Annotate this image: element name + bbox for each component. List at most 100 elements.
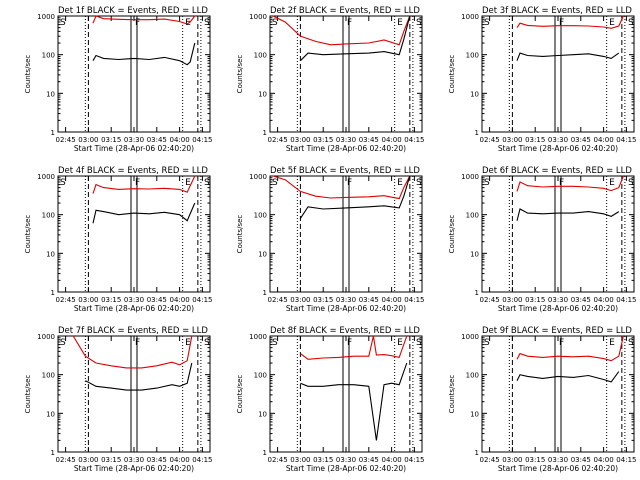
y-tick-label: 1000 (461, 13, 479, 21)
x-tick-label: 02:45 (268, 296, 288, 304)
x-tick-label: 03:45 (147, 136, 167, 144)
y-tick-label: 100 (466, 212, 479, 220)
x-tick-label: 04:00 (594, 296, 614, 304)
y-axis-label: Counts/sec (448, 375, 456, 414)
event-marker: S (416, 178, 422, 188)
x-tick-label: 03:00 (78, 136, 98, 144)
events-series-line (92, 202, 196, 224)
event-marker: S (204, 178, 210, 188)
x-tick-label: 03:45 (571, 296, 591, 304)
y-tick-label: 1 (475, 129, 479, 137)
y-axis-label: Counts/sec (236, 55, 244, 94)
event-marker: F (135, 18, 140, 28)
event-marker: E (397, 18, 403, 28)
x-tick-label: 02:45 (480, 136, 500, 144)
detector-panel-1: Det 1f BLACK = Events, RED = LLD 1 10 100 10… (24, 6, 212, 153)
y-tick-label: 1000 (249, 333, 267, 341)
detector-panel-8: Det 8f BLACK = Events, RED = LLD 1 10 100 10… (236, 326, 424, 473)
y-tick-label: 1 (51, 449, 55, 457)
event-marker: F (347, 338, 352, 348)
x-axis-label: Start Time (28-Apr-06 02:40:20) (286, 464, 406, 473)
events-series-line (85, 362, 193, 391)
panel-title: Det 3f BLACK = Events, RED = LLD (482, 6, 632, 16)
event-marker: F (559, 178, 564, 188)
y-tick-label: 10 (470, 90, 479, 98)
x-tick-label: 04:15 (616, 456, 636, 464)
x-tick-label: 03:30 (336, 296, 356, 304)
y-tick-label: 1 (475, 289, 479, 297)
plot-frame (269, 175, 423, 293)
event-marker: E (185, 338, 191, 348)
x-tick-label: 03:30 (124, 136, 144, 144)
x-axis-label: Start Time (28-Apr-06 02:40:20) (498, 464, 618, 473)
event-marker: E (609, 18, 615, 28)
y-tick-label: 100 (42, 212, 55, 220)
detector-panel-6: Det 6f BLACK = Events, RED = LLD 1 10 100 10… (448, 166, 636, 313)
x-tick-label: 03:00 (290, 136, 310, 144)
x-tick-label: 02:45 (56, 296, 76, 304)
x-tick-label: 03:00 (502, 296, 522, 304)
panel-title: Det 2f BLACK = Events, RED = LLD (270, 6, 420, 16)
x-tick-label: 04:00 (170, 296, 190, 304)
x-tick-label: 02:45 (56, 456, 76, 464)
panel-title: Det 1f BLACK = Events, RED = LLD (58, 6, 208, 16)
x-tick-label: 02:45 (480, 296, 500, 304)
detector-panel-9: Det 9f BLACK = Events, RED = LLD 1 10 100 10… (448, 326, 636, 473)
event-marker: S (60, 18, 66, 28)
event-marker: E (185, 178, 191, 188)
event-marker: S (628, 178, 634, 188)
y-axis-label: Counts/sec (24, 375, 32, 414)
panel-title: Det 4f BLACK = Events, RED = LLD (58, 166, 208, 176)
x-tick-label: 03:15 (101, 456, 121, 464)
x-tick-label: 04:00 (382, 136, 402, 144)
event-marker: S (60, 338, 66, 348)
event-marker: F (347, 18, 352, 28)
plot-frame (269, 15, 423, 133)
x-tick-label: 03:15 (525, 456, 545, 464)
y-tick-label: 10 (258, 90, 267, 98)
y-tick-label: 1000 (461, 333, 479, 341)
lld-series-line (516, 175, 624, 192)
events-series-line (516, 52, 620, 61)
event-marker: S (484, 18, 490, 28)
lld-series-line (516, 335, 624, 362)
y-tick-label: 100 (466, 372, 479, 380)
lld-series-line (92, 175, 196, 194)
x-axis-label: Start Time (28-Apr-06 02:40:20) (74, 304, 194, 313)
event-marker: S (272, 338, 278, 348)
y-tick-label: 10 (258, 410, 267, 418)
x-tick-label: 03:15 (101, 136, 121, 144)
y-tick-label: 10 (470, 410, 479, 418)
x-tick-label: 03:45 (571, 136, 591, 144)
y-tick-label: 1 (51, 129, 55, 137)
detector-panel-7: Det 7f BLACK = Events, RED = LLD 1 10 100 10… (24, 326, 212, 473)
x-tick-label: 02:45 (480, 456, 500, 464)
x-axis-label: Start Time (28-Apr-06 02:40:20) (498, 144, 618, 153)
x-axis-label: Start Time (28-Apr-06 02:40:20) (286, 304, 406, 313)
x-tick-label: 04:15 (616, 296, 636, 304)
x-tick-label: 04:15 (404, 456, 424, 464)
detector-panel-2: Det 2f BLACK = Events, RED = LLD 1 10 100 10… (236, 6, 424, 153)
x-tick-label: 03:45 (359, 296, 379, 304)
y-tick-label: 1000 (249, 173, 267, 181)
events-series-line (300, 15, 411, 62)
event-marker: S (272, 18, 278, 28)
x-tick-label: 04:00 (382, 296, 402, 304)
x-tick-label: 04:00 (170, 136, 190, 144)
lld-series-line (92, 15, 196, 25)
x-tick-label: 03:30 (336, 136, 356, 144)
x-tick-label: 03:30 (548, 296, 568, 304)
y-axis-label: Counts/sec (24, 55, 32, 94)
y-tick-label: 1000 (249, 13, 267, 21)
x-tick-label: 03:45 (571, 456, 591, 464)
y-tick-label: 100 (254, 52, 267, 60)
x-tick-label: 03:30 (548, 456, 568, 464)
x-tick-label: 04:15 (404, 296, 424, 304)
x-tick-label: 03:45 (359, 136, 379, 144)
event-marker: S (484, 338, 490, 348)
x-tick-label: 03:30 (548, 136, 568, 144)
event-marker: S (204, 18, 210, 28)
events-series-line (516, 371, 620, 383)
events-series-line (299, 175, 411, 219)
